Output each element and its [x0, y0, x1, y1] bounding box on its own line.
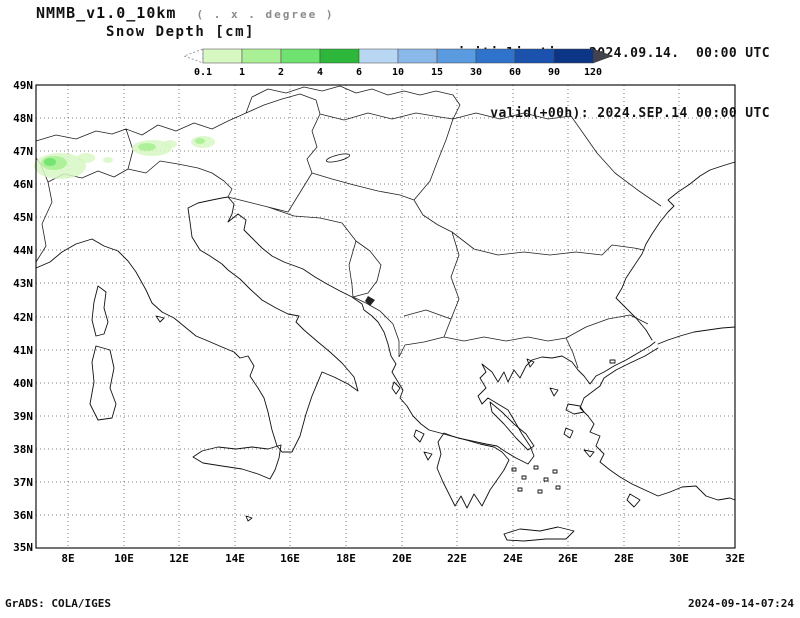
lon-tick-label: 12E	[169, 552, 189, 565]
colorbar-segment	[202, 48, 243, 64]
model-title: NMMB_v1.0_10km	[36, 4, 177, 22]
snow-patch	[163, 140, 177, 148]
lon-tick-label: 20E	[392, 552, 412, 565]
lon-tick-label: 24E	[503, 552, 523, 565]
colorbar-under-cap	[182, 48, 204, 64]
coastline-italy	[35, 196, 359, 453]
colorbar-tick: 90	[548, 67, 560, 78]
variable-title: Snow Depth [cm]	[106, 24, 255, 40]
country-borders	[35, 85, 662, 369]
coastline-small-islands	[155, 315, 641, 522]
lon-tick-label: 32E	[725, 552, 745, 565]
snow-patch	[103, 157, 113, 163]
colorbar-segment	[514, 48, 555, 64]
lon-tick-label: 14E	[225, 552, 245, 565]
lon-tick-label: 8E	[61, 552, 74, 565]
lat-tick-label: 44N	[13, 244, 33, 257]
colorbar-segment	[319, 48, 360, 64]
lon-tick-label: 10E	[114, 552, 134, 565]
lake-balaton	[325, 153, 351, 163]
lat-tick-label: 40N	[13, 377, 33, 390]
colorbar-over-cap	[592, 48, 613, 64]
colorbar-segment	[280, 48, 321, 64]
lon-tick-label: 16E	[280, 552, 300, 565]
lat-tick-label: 42N	[13, 311, 33, 324]
lat-tick-label: 36N	[13, 509, 33, 522]
lat-tick-label: 38N	[13, 443, 33, 456]
colorbar-tick: 6	[356, 67, 362, 78]
coastline-corsica	[91, 285, 109, 337]
resolution-note: ( . x . degree )	[196, 8, 335, 21]
colorbar-tick: 30	[470, 67, 482, 78]
lat-tick-label: 46N	[13, 178, 33, 191]
colorbar-segment	[436, 48, 477, 64]
creation-timestamp: 2024-09-14-07:24	[688, 597, 794, 610]
coastline-crete	[503, 526, 575, 542]
snow-depth-shading	[34, 136, 215, 179]
colorbar: 0.1 1 2 4 6 10 15 30 60 90 120	[182, 48, 613, 78]
lon-axis: 8E 10E 12E 14E 16E 18E 20E 22E 24E 26E 2…	[61, 552, 745, 565]
snow-patch	[195, 138, 205, 144]
lat-tick-label: 35N	[13, 541, 33, 554]
colorbar-segment	[553, 48, 594, 64]
colorbar-segment	[358, 48, 399, 64]
coastline-black-sea-turkey	[657, 326, 736, 345]
lat-tick-label: 37N	[13, 476, 33, 489]
lat-tick-label: 45N	[13, 211, 33, 224]
kotor-bay-mark	[365, 296, 375, 306]
lon-tick-label: 26E	[558, 552, 578, 565]
model-title-line: NMMB_v1.0_10km ( . x . degree )	[36, 4, 334, 22]
lat-tick-label: 41N	[13, 344, 33, 357]
coastline-sicily	[192, 444, 282, 480]
map-frame	[35, 84, 736, 549]
colorbar-segment	[241, 48, 282, 64]
lat-tick-label: 39N	[13, 410, 33, 423]
lon-tick-label: 28E	[614, 552, 634, 565]
coastline-adriatic-greece	[227, 196, 656, 465]
colorbar-tick: 10	[392, 67, 404, 78]
colorbar-tick: 120	[584, 67, 602, 78]
colorbar-tick: 4	[317, 67, 323, 78]
snow-patch	[77, 153, 95, 163]
lon-tick-label: 18E	[336, 552, 356, 565]
grads-credit: GrADS: COLA/IGES	[5, 597, 111, 610]
colorbar-tick: 2	[278, 67, 284, 78]
colorbar-segment	[397, 48, 438, 64]
lat-tick-label: 49N	[13, 79, 33, 92]
snow-patch	[44, 158, 56, 166]
lat-axis: 49N 48N 47N 46N 45N 44N 43N 42N 41N 40N …	[13, 79, 33, 554]
lon-tick-label: 30E	[669, 552, 689, 565]
coastline-peloponnese	[436, 432, 510, 509]
colorbar-tick: 1	[239, 67, 245, 78]
lon-tick-label: 22E	[447, 552, 467, 565]
colorbar-tick: 60	[509, 67, 521, 78]
colorbar-segment	[475, 48, 516, 64]
coastline-euboea	[489, 401, 535, 451]
colorbar-tick: 15	[431, 67, 443, 78]
lat-tick-label: 43N	[13, 277, 33, 290]
coastline-black-sea-west	[615, 161, 736, 341]
coastline-marmara-aegean-turkey	[579, 347, 736, 501]
lat-tick-label: 48N	[13, 112, 33, 125]
lat-tick-label: 47N	[13, 145, 33, 158]
snow-patch	[138, 143, 156, 151]
coastline-sardinia	[89, 345, 117, 421]
colorbar-tick: 0.1	[194, 67, 212, 78]
